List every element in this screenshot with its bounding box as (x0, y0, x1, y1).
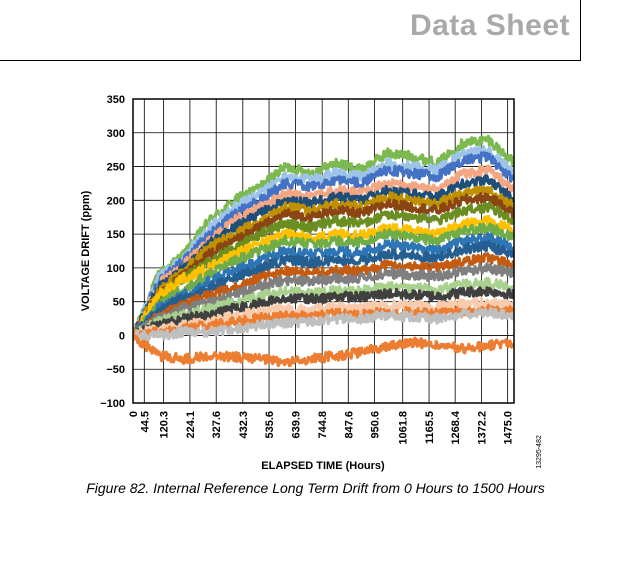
y-tick-label: −50 (106, 364, 125, 376)
x-tick-label: 847.6 (343, 411, 355, 439)
x-tick-label: 1475.0 (503, 411, 515, 445)
series-line (133, 262, 514, 338)
series-line (133, 333, 514, 368)
x-tick-label: 224.1 (185, 411, 197, 439)
series-group (133, 134, 514, 368)
header-title: Data Sheet (409, 9, 570, 42)
x-tick-label: 1165.5 (424, 411, 436, 444)
x-tick-label: 1268.4 (450, 410, 462, 445)
figure-id: 13295-482 (536, 435, 543, 469)
x-tick-label: 327.6 (211, 411, 223, 439)
series-line (133, 214, 514, 338)
y-tick-label: −100 (100, 398, 125, 410)
y-axis-label: VOLTAGE DRIFT (ppm) (80, 190, 92, 311)
y-tick-label: 0 (119, 330, 125, 342)
x-tick-label: 639.9 (291, 411, 303, 439)
series-line (133, 222, 514, 339)
y-tick-label: 50 (113, 297, 125, 309)
x-tick-label: 1061.8 (398, 411, 410, 445)
series-line (133, 185, 514, 339)
plot-frame (132, 98, 515, 404)
y-tick-label: 250 (107, 162, 125, 174)
header-box: Data Sheet (0, 0, 581, 61)
figure-caption: Figure 82. Internal Reference Long Term … (86, 480, 545, 496)
y-tick-label: 300 (107, 128, 125, 140)
x-tick-label: 432.3 (238, 411, 250, 439)
x-tick-label: 0 (128, 411, 140, 417)
y-axis: −100 −50 0 50 100 150 200 250 300 350 (100, 94, 125, 410)
x-tick-label: 120.3 (159, 411, 171, 439)
series-line (133, 240, 514, 340)
x-axis: 0 44.5 120.3 224.1 327.6 432.3 535.6 639.9 744.8… (128, 410, 515, 445)
y-tick-label: 100 (107, 263, 125, 275)
series-line (133, 303, 514, 341)
x-tick-label: 950.6 (369, 411, 381, 439)
x-tick-label: 1372.2 (477, 411, 489, 445)
x-axis-label: ELAPSED TIME (Hours) (261, 460, 385, 472)
x-tick-label: 744.8 (317, 411, 329, 439)
y-tick-label: 200 (107, 195, 125, 207)
y-tick-label: 150 (107, 229, 125, 241)
x-tick-label: 535.6 (264, 411, 276, 439)
series-line (133, 286, 514, 340)
x-tick-label: 44.5 (139, 411, 151, 432)
series-line (133, 164, 514, 340)
series-line (133, 306, 514, 342)
y-tick-label: 350 (107, 94, 125, 106)
series-line (133, 192, 514, 337)
